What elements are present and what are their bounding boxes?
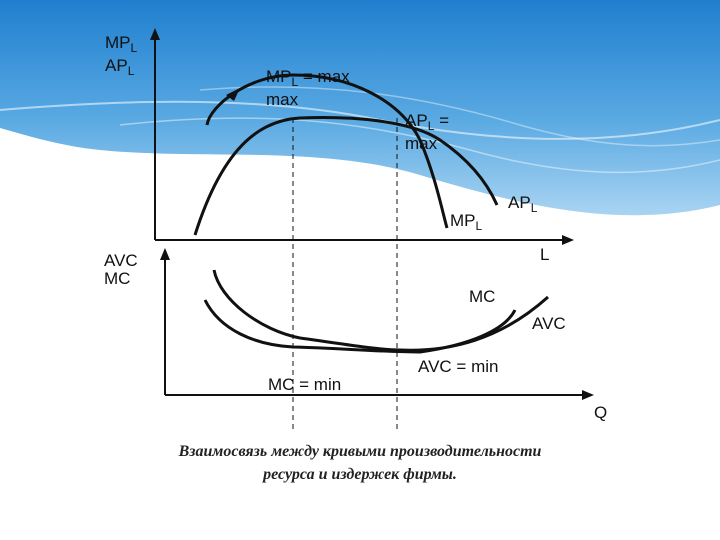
- ap-max-label: APL = max: [405, 111, 450, 153]
- avc-min-label: AVC = min: [418, 357, 499, 376]
- wave-highlight: [119, 117, 720, 174]
- sky-band: [0, 0, 720, 216]
- mpl-arrowhead: [226, 88, 240, 101]
- bottom-axes: [164, 250, 590, 396]
- figure-caption: Взаимосвязь между кривыми производительн…: [100, 440, 620, 486]
- avc-curve: [212, 269, 550, 352]
- wave-highlight: [199, 86, 720, 147]
- bottom-x-axis-label: Q: [594, 403, 608, 422]
- top-x-axis-label: L: [540, 245, 550, 264]
- caption-line-2: ресурса и издержек фирмы.: [263, 466, 457, 483]
- mc-label: MC: [469, 287, 496, 306]
- bottom-y-axis-label: AVC MC: [104, 251, 138, 288]
- wave-highlight: [0, 144, 261, 161]
- apl-curve: [193, 116, 499, 236]
- top-axes: [154, 30, 570, 241]
- top-x-arrowhead: [562, 235, 574, 245]
- mc-curve: [203, 299, 517, 354]
- mp-max-label: MPL = max max: [266, 67, 350, 109]
- top-y-arrowhead: [150, 28, 160, 40]
- avc-label: AVC: [532, 314, 566, 333]
- bottom-y-arrowhead: [160, 248, 170, 260]
- caption-line-1: Взаимосвязь между кривыми производительн…: [178, 443, 542, 460]
- top-y-axis-label: MPL APL: [105, 33, 138, 79]
- bottom-x-arrowhead: [582, 390, 594, 400]
- mpl-label: MPL: [450, 211, 483, 234]
- apl-label: APL: [508, 193, 538, 216]
- mc-min-label: MC = min: [268, 375, 342, 394]
